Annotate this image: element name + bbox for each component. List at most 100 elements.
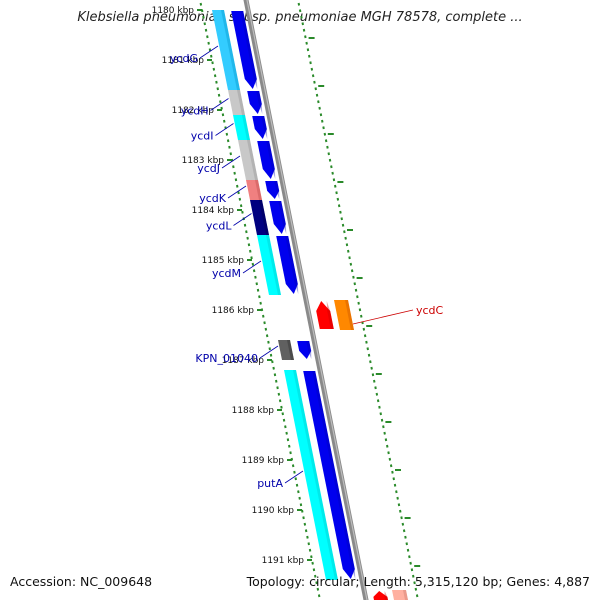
gene-block: [284, 370, 338, 580]
gene-label-ycdI[interactable]: ycdI: [191, 130, 214, 143]
gene-block: [238, 140, 258, 180]
cds-arrow: [316, 301, 334, 329]
cds-arrow: [231, 11, 257, 89]
scale-tick-label: 1184 kbp: [192, 206, 235, 216]
gene-block: [212, 10, 240, 90]
scale-tick-label: 1188 kbp: [232, 406, 275, 416]
gene-label-leader: [233, 213, 252, 226]
cds-arrow-shade: [266, 141, 276, 179]
accession-text: Accession: NC_009648: [10, 574, 153, 589]
cds-arrow: [252, 116, 267, 139]
feature-layer: [212, 10, 409, 600]
feature-ycdI[interactable]: [233, 115, 268, 140]
gene-block-shade: [237, 90, 245, 115]
gene-block-shade: [345, 300, 354, 330]
scale-tick-label: 1187 kbp: [222, 356, 265, 366]
gene-label-ycdK[interactable]: ycdK: [199, 192, 227, 205]
gene-label-ycdJ[interactable]: ycdJ: [197, 162, 220, 175]
gene-label-leader: [259, 345, 279, 359]
dotted-ring-layer: [199, 2, 421, 598]
scale-tick-label: 1181 kbp: [162, 56, 205, 66]
scale-tick-label: 1183 kbp: [182, 156, 225, 166]
feature-ycdC[interactable]: [316, 300, 354, 330]
gene-label-leader: [221, 155, 241, 169]
gene-block: [233, 115, 250, 140]
feature-KPN_01040[interactable]: [278, 340, 312, 360]
feature-ycdJ[interactable]: [238, 140, 276, 180]
backbone-highlight: [246, 0, 368, 600]
bottom-feature[interactable]: [373, 590, 409, 600]
gene-block-shade: [221, 10, 240, 90]
gene-label-KPN_01040[interactable]: KPN_01040: [195, 352, 258, 365]
gene-label-leader: [210, 98, 229, 111]
cds-arrow: [276, 236, 298, 294]
gene-block-shade: [242, 115, 250, 140]
gene-block: [334, 300, 354, 330]
backbone-layer: [243, 0, 369, 600]
gene-label-putA[interactable]: putA: [257, 477, 283, 490]
gene-label-leader: [227, 185, 247, 199]
gene-label-ycdM[interactable]: ycdM: [212, 267, 241, 280]
backbone-line: [243, 0, 369, 600]
gene-block-shade: [293, 370, 338, 580]
feature-ycdG[interactable]: [212, 10, 258, 90]
gene-label-ycdC[interactable]: ycdC: [416, 304, 444, 317]
cds-arrow: [257, 141, 275, 179]
gene-block-shade: [247, 140, 258, 180]
scale-tick-label: 1190 kbp: [252, 506, 295, 516]
gene-block: [257, 235, 281, 295]
gene-label-leader: [284, 470, 304, 484]
feature-ycdH[interactable]: [228, 90, 263, 115]
gene-block: [250, 200, 269, 235]
gene-block: [228, 90, 245, 115]
scale-tick-label: 1186 kbp: [212, 306, 255, 316]
scale-tick-label: 1182 kbp: [172, 106, 215, 116]
feature-ycdL[interactable]: [250, 200, 287, 235]
gene-label-layer: ycdG ycdH ycdI ycdJ ycdK ycdL ycdM ycdC KPN_0104…: [170, 45, 444, 490]
gene-label-leader: [242, 260, 262, 274]
gene-block-shade: [287, 340, 294, 360]
cds-arrow: [373, 591, 388, 600]
gene-block: [392, 590, 408, 600]
outer-dotted-ring: [297, 2, 419, 598]
scale-tick-label: 1189 kbp: [242, 456, 285, 466]
cds-arrow-shade: [285, 236, 299, 294]
cds-arrow: [303, 371, 355, 579]
scale-tick-label: 1180 kbp: [152, 6, 195, 16]
cds-arrow: [297, 341, 312, 359]
scale-tick-label: 1185 kbp: [202, 256, 245, 266]
gene-label-leader: [352, 309, 414, 325]
gene-block: [278, 340, 294, 360]
scale-tick-layer: 1180 kbp 1181 kbp 1182 kbp 1183 kbp 1184 kbp…: [152, 6, 312, 566]
cds-arrow: [247, 91, 262, 114]
cds-arrow-shade: [326, 301, 334, 329]
gene-label-ycdH[interactable]: ycdH: [181, 105, 209, 118]
inner-dotted-ring: [199, 2, 321, 598]
gene-block-shade: [266, 235, 281, 295]
cds-arrow: [265, 181, 280, 199]
cds-arrow-shade: [384, 591, 388, 600]
cds-arrow-shade: [274, 181, 280, 199]
feature-putA[interactable]: [284, 370, 356, 580]
gene-block: [246, 180, 262, 200]
cds-arrow-shade: [256, 91, 263, 114]
cds-arrow-shade: [261, 116, 268, 139]
gene-block-shade: [255, 180, 262, 200]
gene-label-leader: [199, 45, 219, 59]
feature-ycdM[interactable]: [257, 235, 299, 295]
gene-label-ycdG[interactable]: ycdG: [170, 52, 198, 65]
cds-arrow-shade: [240, 11, 258, 89]
gene-block-shade: [259, 200, 269, 235]
map-title: Klebsiella pneumoniae subsp. pneumoniae …: [77, 10, 523, 25]
gene-block-shade: [403, 590, 408, 600]
scale-tick-label: 1191 kbp: [262, 556, 305, 566]
cds-arrow-shade: [306, 341, 312, 359]
cds-arrow-shade: [278, 201, 287, 234]
feature-ycdK[interactable]: [246, 180, 280, 200]
cds-arrow-shade: [312, 371, 356, 579]
cds-arrow: [269, 201, 286, 234]
gene-label-ycdL[interactable]: ycdL: [206, 220, 233, 233]
gene-label-leader: [215, 123, 234, 136]
topology-text: Topology: circular; Length: 5,315,120 bp…: [246, 574, 590, 589]
